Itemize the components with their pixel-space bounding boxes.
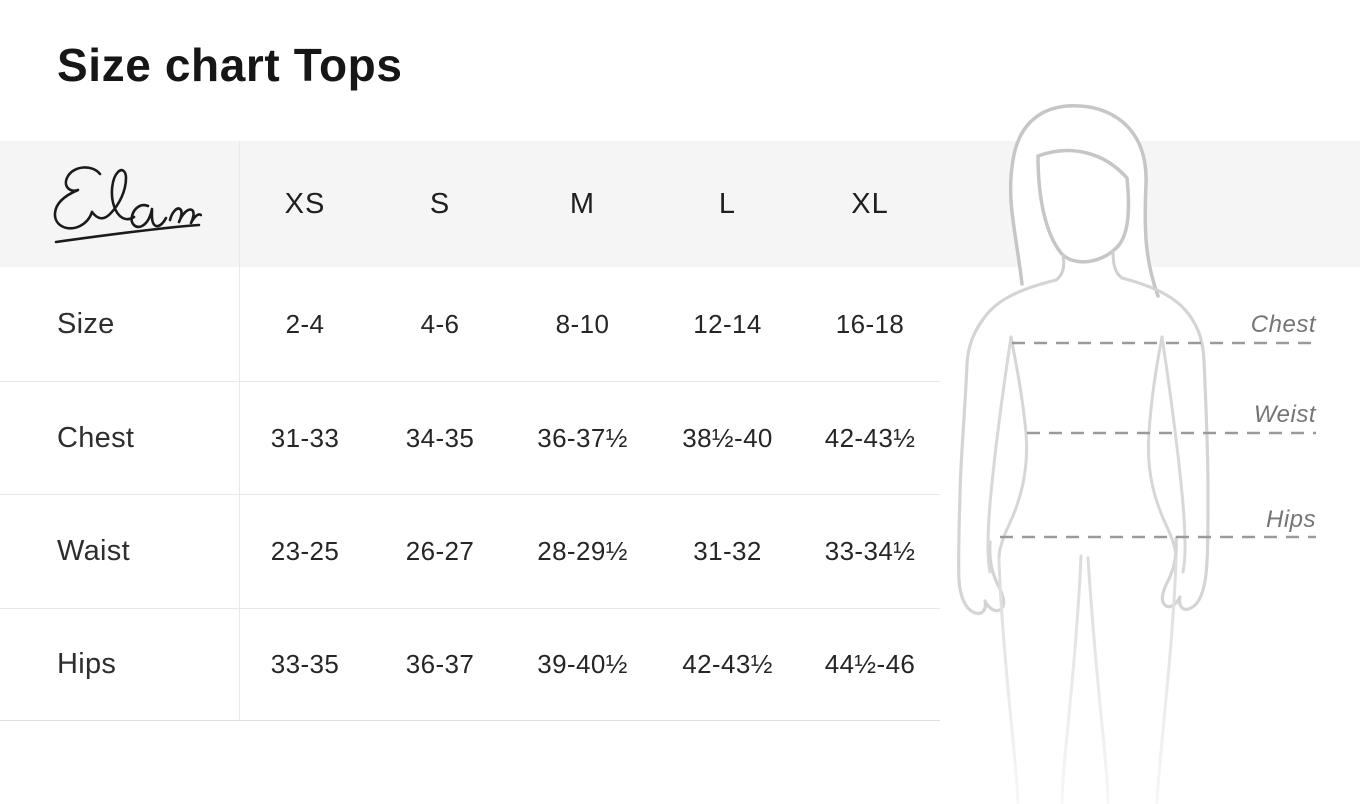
size-cell: 4-6: [420, 308, 460, 339]
body-measurement-figure: [956, 104, 1316, 804]
size-cell: 2-4: [285, 308, 325, 339]
right-inner-leg-line: [1086, 556, 1110, 804]
size-cell: 8-10: [555, 308, 610, 339]
waist-cell: 26-27: [370, 494, 510, 608]
signature-letter-a: [130, 203, 168, 228]
row-label-waist: Waist: [0, 494, 240, 608]
column-header-xl: XL: [851, 187, 889, 220]
waist-cell: 31-32: [655, 494, 800, 608]
chest-cell: 31-33: [240, 381, 370, 494]
waist-cell: 28-29½: [510, 494, 655, 608]
signature-letter-l: [90, 168, 136, 220]
brand-logo-signature: [53, 165, 202, 243]
neck-right-line: [1111, 250, 1124, 280]
column-header-m: M: [569, 187, 596, 220]
size-cell: 16-18: [835, 308, 905, 339]
chest-cell: 38½-40: [655, 381, 800, 494]
chest-cell: 42-43½: [800, 381, 940, 494]
hair-outline: [1008, 104, 1160, 298]
right-arm-outline: [1120, 276, 1210, 611]
left-torso-line: [997, 335, 1029, 560]
right-torso-line: [1146, 335, 1178, 560]
hips-cell: 44½-46: [800, 608, 940, 721]
hips-cell: 36-37: [370, 608, 510, 721]
hips-measure-label: Hips: [1265, 506, 1316, 533]
neck-left-line: [1054, 254, 1066, 282]
column-header-xs: XS: [284, 187, 326, 220]
left-arm-outline: [956, 278, 1058, 615]
waist-cell: 33-34½: [800, 494, 940, 608]
size-cell: 12-14: [693, 308, 762, 339]
hips-cell: 33-35: [240, 608, 370, 721]
size-table: Elan XS S M L XL Size 2-4 4-6 8-10 12-14…: [0, 141, 940, 721]
row-label-chest: Chest: [0, 381, 240, 494]
hips-cell: 39-40½: [510, 608, 655, 721]
chest-cell: 34-35: [370, 381, 510, 494]
chest-cell: 36-37½: [510, 381, 655, 494]
face-outline: [1036, 148, 1131, 264]
right-outer-leg-line: [1155, 556, 1178, 804]
left-inner-arm-line: [986, 335, 1013, 574]
left-inner-leg-line: [1060, 554, 1083, 804]
chest-measure-label: Chest: [1250, 311, 1316, 338]
column-header-l: L: [718, 187, 737, 220]
waist-measure-label: Weist: [1253, 401, 1316, 428]
left-outer-leg-line: [997, 556, 1020, 804]
signature-letter-e: [53, 165, 102, 230]
page-title: Size chart Tops: [57, 39, 403, 91]
waist-cell: 23-25: [240, 494, 370, 608]
row-label-size: Size: [0, 267, 240, 381]
right-inner-arm-line: [1160, 335, 1187, 574]
signature-letter-n: [168, 206, 202, 224]
row-label-hips: Hips: [0, 608, 240, 721]
signature-underline: [54, 223, 201, 243]
brand-logo: Elan: [0, 141, 240, 267]
column-header-s: S: [429, 187, 451, 220]
hips-cell: 42-43½: [655, 608, 800, 721]
